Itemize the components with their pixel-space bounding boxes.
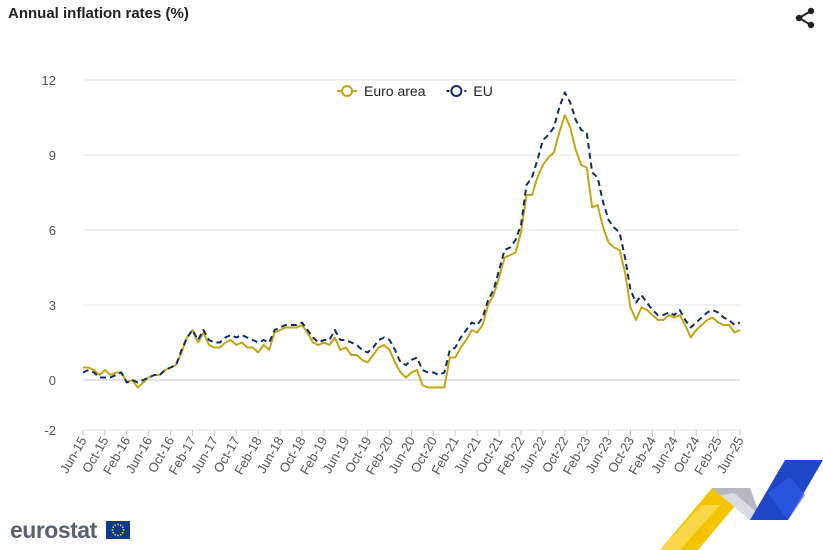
legend-label-eu[interactable]: EU <box>473 83 492 99</box>
y-tick-label: 0 <box>49 373 56 388</box>
legend-marker-euro-area <box>341 85 353 97</box>
legend: Euro area EU <box>337 83 493 99</box>
y-tick-label: -2 <box>44 423 56 438</box>
eurostat-logo: eurostat <box>10 517 97 543</box>
share-icon[interactable] <box>793 6 817 30</box>
legend-label-euro-area[interactable]: Euro area <box>364 83 426 99</box>
y-tick-label: 9 <box>49 148 56 163</box>
eurostat-ribbon-graphic <box>660 460 823 550</box>
y-axis-labels: -2 0 3 6 9 12 <box>42 73 56 438</box>
series-lines <box>82 91 741 389</box>
grid-lines <box>83 79 740 431</box>
y-tick-label: 3 <box>49 298 56 313</box>
series-line-euro-area <box>83 114 741 389</box>
eu-flag-icon <box>106 521 130 539</box>
y-tick-label: 6 <box>49 223 56 238</box>
series-line-eu <box>82 91 741 384</box>
y-tick-label: 12 <box>42 73 56 88</box>
x-axis: Jun-15Oct-15Feb-16Jun-16Oct-16Feb-17Jun-… <box>57 379 747 477</box>
legend-marker-eu <box>450 85 463 97</box>
page-title: Annual inflation rates (%) <box>8 5 189 22</box>
